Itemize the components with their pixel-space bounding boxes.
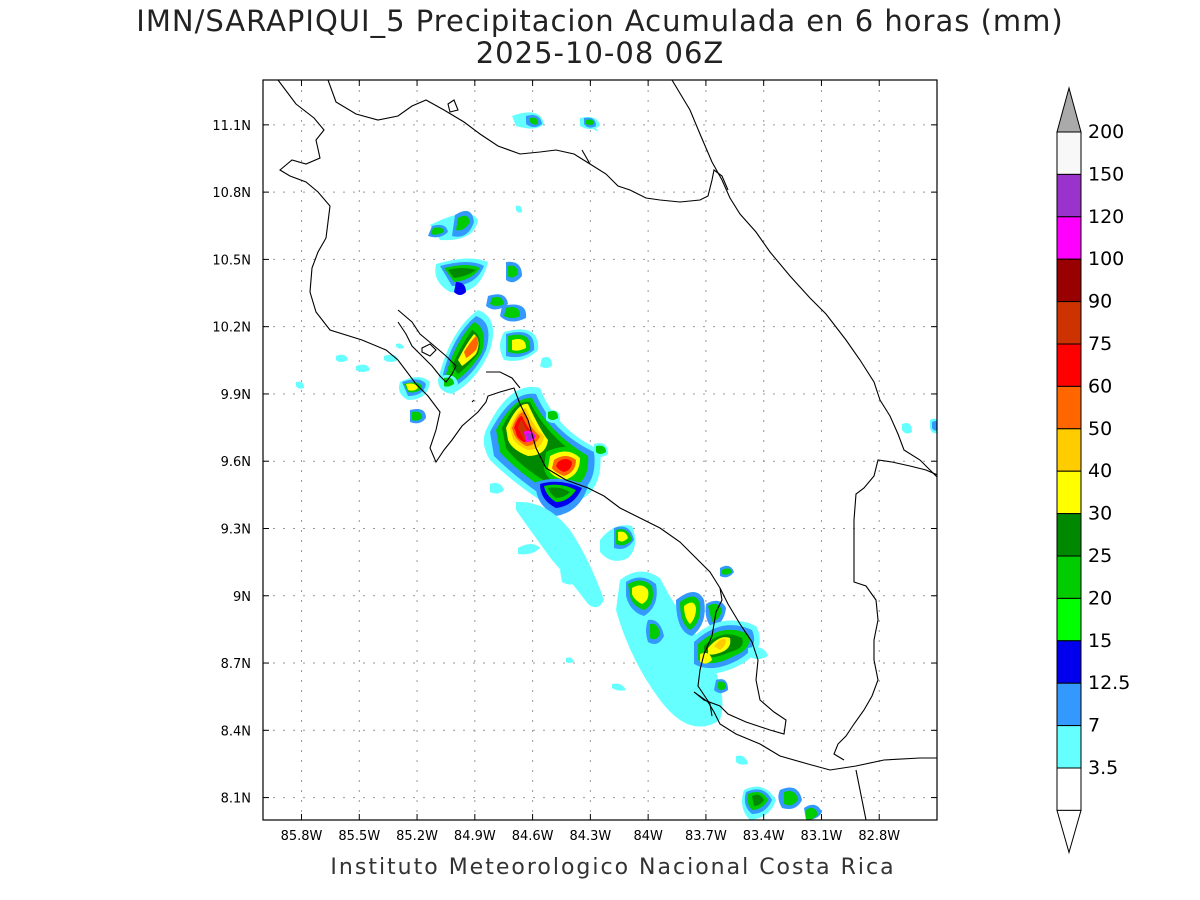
lat-tick-label: 10.2N [212,321,251,336]
legend-color-box [1056,385,1082,430]
lat-tick-label: 10.5N [212,253,251,268]
legend-color-box [1056,470,1082,515]
lon-tick-label: 83.4W [743,829,785,844]
rain-scattered [296,112,937,659]
rain-band-central [483,386,626,691]
color-legend: 200 150 120 100 90 75 60 50 40 30 25 20 15 12.5 7 3.5 [1056,86,1130,855]
legend-color-box [1056,301,1082,345]
legend-level-label: 25 [1088,545,1112,567]
legend-level-label: 15 [1088,630,1112,652]
legend-color-box [1056,513,1082,557]
coastlines [277,80,937,820]
graticule-grid [263,80,937,820]
legend-level-label: 50 [1088,418,1112,440]
legend-level-label: 30 [1088,503,1112,525]
map-valid-time: 2025-10-08 06Z [475,36,725,70]
legend-level-label: 3.5 [1088,757,1118,779]
legend-under-triangle [1056,809,1082,855]
legend-color-box [1056,555,1082,599]
credit-text: Instituto Meteorologico Nacional Costa R… [330,855,896,880]
map-title: IMN/SARAPIQUI_5 Precipitacion Acumulada … [136,4,1064,38]
lon-tick-label: 82.8W [858,829,900,844]
lat-tick-label: 8.4N [221,724,251,739]
lat-tick-label: 9.9N [221,388,251,403]
legend-color-box [1056,343,1082,387]
lat-tick-label: 11.1N [212,119,251,134]
map-frame [262,79,938,821]
lat-tick-label: 8.1N [221,792,251,807]
rain-band-south [600,525,822,820]
rain-band-north [399,120,598,424]
legend-color-box [1056,216,1082,260]
legend-color-box [1056,682,1082,727]
lon-tick-label: 83.1W [801,829,843,844]
lon-tick-label: 85.5W [338,829,380,844]
lon-tick-label: 84W [633,829,663,844]
legend-level-label: 150 [1088,163,1124,185]
legend-level-label: 120 [1088,206,1124,228]
lat-tick-label: 8.7N [221,657,251,672]
lon-tick-label: 83.7W [685,829,727,844]
lon-tick-label: 85.2W [396,829,438,844]
lat-tick-label: 9.6N [221,455,251,470]
axis-ticks: 85.8W 85.5W 85.2W 84.9W 84.6W 84.3W 84W 83.7W 83… [212,80,937,844]
lon-tick-label: 84.3W [569,829,611,844]
legend-level-label: 20 [1088,587,1112,609]
lon-tick-label: 85.8W [281,829,323,844]
legend-color-box [1056,597,1082,642]
legend-level-label: 12.5 [1088,672,1130,694]
legend-level-label: 100 [1088,248,1124,270]
legend-color-box [1056,428,1082,472]
legend-color-box [1056,173,1082,218]
precipitation-field [296,112,937,820]
legend-color-box [1056,258,1082,303]
legend-level-label: 7 [1088,715,1100,737]
lon-tick-label: 84.9W [454,829,496,844]
legend-color-box [1056,725,1082,769]
lat-tick-label: 9N [233,590,251,605]
legend-color-box [1056,640,1082,684]
lat-tick-label: 9.3N [221,522,251,537]
legend-level-label: 75 [1088,333,1112,355]
legend-level-label: 60 [1088,375,1112,397]
lat-tick-label: 10.8N [212,186,251,201]
lon-tick-label: 84.6W [512,829,554,844]
legend-level-label: 200 [1088,121,1124,143]
legend-over-triangle [1056,86,1082,133]
legend-level-label: 40 [1088,460,1112,482]
legend-color-box [1056,767,1082,811]
legend-level-label: 90 [1088,291,1112,313]
legend-color-box [1056,131,1082,175]
